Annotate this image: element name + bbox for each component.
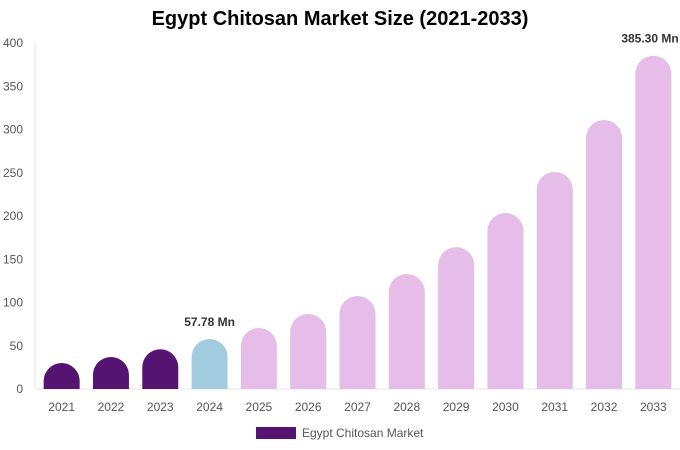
legend-label: Egypt Chitosan Market	[302, 426, 424, 440]
x-tick-label: 2030	[492, 400, 519, 414]
bar-2030	[487, 212, 524, 389]
bar-2025	[240, 328, 277, 389]
x-tick-label: 2021	[48, 400, 75, 414]
y-tick-label: 250	[3, 166, 23, 180]
x-tick-label: 2032	[591, 400, 618, 414]
x-tick-label: 2033	[640, 400, 667, 414]
legend-swatch	[256, 427, 296, 439]
bar-2031	[536, 171, 573, 389]
bar-2029	[438, 247, 475, 389]
bar-2024	[191, 339, 228, 389]
x-tick-label: 2024	[196, 400, 223, 414]
y-tick-label: 200	[3, 209, 23, 223]
bar-2022	[92, 357, 129, 389]
bar-2023	[142, 349, 179, 389]
y-tick-label: 100	[3, 296, 23, 310]
data-label: 57.78 Mn	[184, 315, 235, 329]
y-tick-label: 400	[3, 36, 23, 50]
x-tick-label: 2022	[98, 400, 125, 414]
x-tick-label: 2027	[344, 400, 371, 414]
data-label: 385.30 Mn	[621, 32, 678, 46]
legend: Egypt Chitosan Market	[256, 426, 423, 440]
x-tick-label: 2025	[246, 400, 273, 414]
y-tick-label: 50	[10, 339, 24, 353]
x-tick-label: 2026	[295, 400, 322, 414]
bar-2027	[339, 296, 376, 389]
x-tick-label: 2028	[393, 400, 420, 414]
bar-2032	[586, 119, 623, 390]
x-tick-label: 2029	[443, 400, 470, 414]
x-tick-label: 2031	[541, 400, 568, 414]
bar-2026	[290, 314, 327, 389]
bar-2021	[43, 363, 80, 389]
x-tick-label: 2023	[147, 400, 174, 414]
bar-2028	[388, 273, 425, 389]
y-tick-label: 150	[3, 252, 23, 266]
y-tick-label: 300	[3, 123, 23, 137]
chart-title: Egypt Chitosan Market Size (2021-2033)	[151, 8, 529, 30]
y-tick-label: 350	[3, 79, 23, 93]
y-tick-label: 0	[16, 382, 23, 396]
bar-2033	[635, 55, 672, 389]
